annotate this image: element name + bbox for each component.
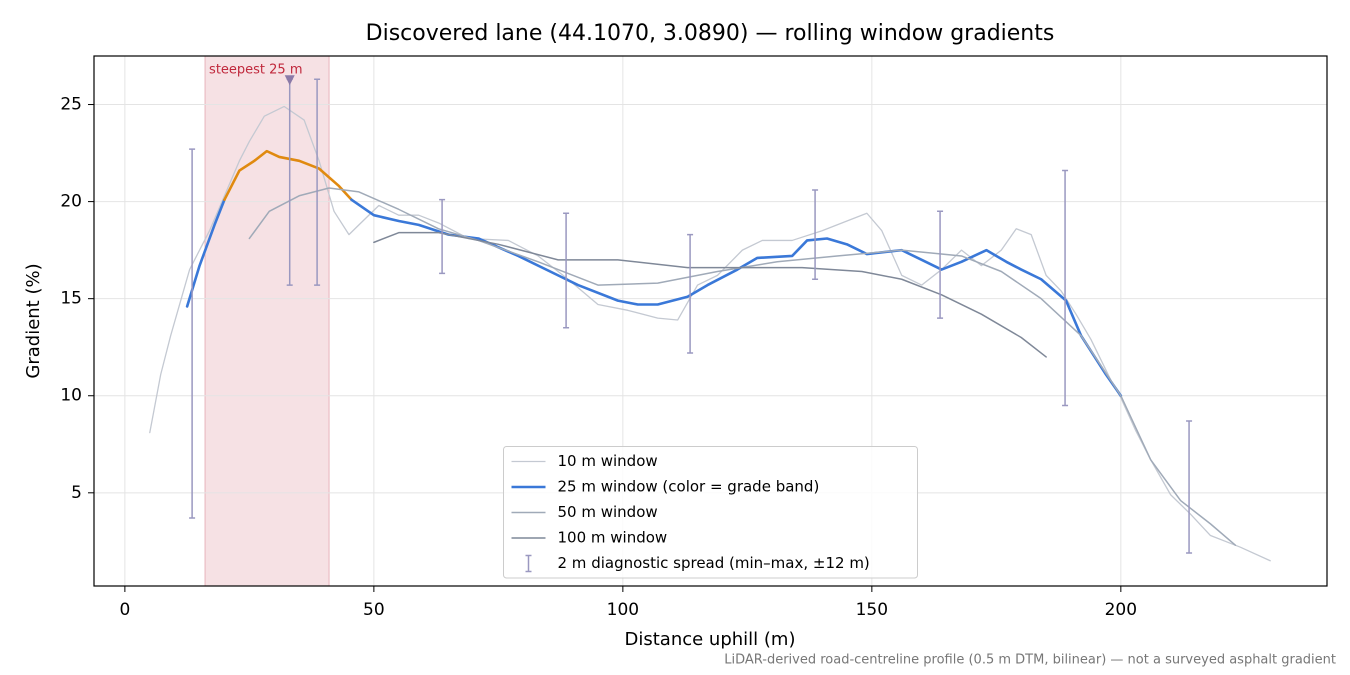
y-tick-label: 20 [60, 192, 82, 212]
x-axis-label: Distance uphill (m) [625, 629, 796, 650]
error-bar [314, 78, 321, 286]
x-tick-label: 200 [1105, 600, 1137, 620]
error-bar [937, 210, 944, 319]
y-axis-label: Gradient (%) [23, 263, 44, 378]
plot-frame [93, 55, 1328, 587]
legend-label: 50 m window [558, 503, 658, 521]
legend-label: 100 m window [558, 529, 668, 547]
y-tick-label: 15 [60, 289, 82, 309]
series-line [185, 198, 226, 308]
series-line [373, 231, 1047, 358]
x-tick-label: 150 [856, 600, 888, 620]
error-bar [439, 198, 446, 275]
legend-swatch [525, 554, 532, 573]
legend: 10 m window 25 m window (color = grade ba… [503, 446, 918, 579]
legend-label: 2 m diagnostic spread (min–max, ±12 m) [558, 554, 870, 572]
chart-title: Discovered lane (44.1070, 3.0890) — roll… [366, 21, 1055, 46]
legend-box [503, 446, 918, 579]
error-bar [563, 212, 570, 329]
error-bar [812, 189, 819, 281]
y-tick-label: 5 [71, 483, 82, 503]
legend-label: 10 m window [558, 452, 658, 470]
x-tick-label: 0 [119, 600, 130, 620]
legend-label: 25 m window (color = grade band) [558, 478, 820, 496]
error-bar [1186, 420, 1193, 554]
series-line [248, 187, 1237, 546]
highlight-band [204, 55, 330, 587]
series-line [350, 198, 1123, 398]
peak-marker [284, 75, 295, 86]
x-tick-label: 100 [607, 600, 639, 620]
footnote: LiDAR-derived road-centreline profile (0… [724, 653, 1336, 668]
x-tick-label: 50 [363, 600, 385, 620]
series-line [223, 149, 353, 201]
error-bar [189, 148, 196, 519]
error-bar [1062, 169, 1069, 407]
error-bar [687, 233, 694, 354]
y-tick-label: 25 [60, 95, 82, 115]
highlight-label: steepest 25 m [209, 63, 302, 78]
series-line [149, 105, 1271, 562]
y-tick-label: 10 [60, 386, 82, 406]
